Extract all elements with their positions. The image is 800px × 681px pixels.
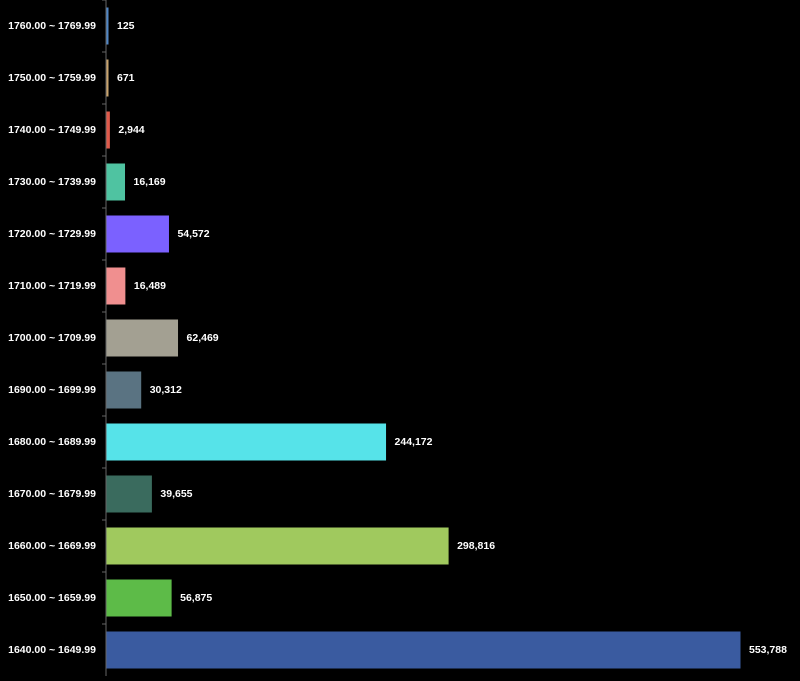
value-label: 62,469 [187, 332, 219, 344]
value-label: 125 [117, 20, 135, 32]
category-label: 1670.00 ~ 1679.99 [8, 488, 96, 500]
category-label: 1650.00 ~ 1659.99 [8, 592, 96, 604]
value-label: 16,169 [134, 176, 166, 188]
bar[interactable] [106, 59, 109, 97]
category-label: 1720.00 ~ 1729.99 [8, 228, 96, 240]
value-label: 39,655 [160, 488, 192, 500]
value-label: 671 [117, 72, 135, 84]
category-label: 1640.00 ~ 1649.99 [8, 644, 96, 656]
category-label: 1690.00 ~ 1699.99 [8, 384, 96, 396]
category-label: 1740.00 ~ 1749.99 [8, 124, 96, 136]
value-label: 2,944 [118, 124, 144, 136]
category-label: 1710.00 ~ 1719.99 [8, 280, 96, 292]
bar[interactable] [106, 215, 169, 253]
value-label: 244,172 [395, 436, 433, 448]
bar[interactable] [106, 267, 126, 305]
value-labels: 125 671 2,944 16,169 54,572 16,489 62,469 30,31… [117, 20, 787, 656]
category-label: 1730.00 ~ 1739.99 [8, 176, 96, 188]
bar[interactable] [106, 371, 142, 409]
bars-group [106, 7, 741, 669]
value-label: 298,816 [457, 540, 495, 552]
value-label: 553,788 [749, 644, 787, 656]
bar[interactable] [106, 163, 126, 201]
value-label: 56,875 [180, 592, 212, 604]
category-label: 1680.00 ~ 1689.99 [8, 436, 96, 448]
value-label: 54,572 [177, 228, 209, 240]
bar[interactable] [106, 579, 172, 617]
category-label: 1660.00 ~ 1669.99 [8, 540, 96, 552]
category-label: 1750.00 ~ 1759.99 [8, 72, 96, 84]
category-label: 1700.00 ~ 1709.99 [8, 332, 96, 344]
bar[interactable] [106, 111, 110, 149]
bar[interactable] [106, 527, 449, 565]
category-label: 1760.00 ~ 1769.99 [8, 20, 96, 32]
bar[interactable] [106, 319, 179, 357]
bar[interactable] [106, 7, 109, 45]
value-label: 30,312 [150, 384, 182, 396]
category-labels: 1760.00 ~ 1769.99 1750.00 ~ 1759.99 1740.0… [8, 20, 96, 656]
bar[interactable] [106, 475, 152, 513]
value-label: 16,489 [134, 280, 166, 292]
y-axis [102, 0, 107, 676]
bar[interactable] [106, 423, 387, 461]
bar[interactable] [106, 631, 741, 669]
